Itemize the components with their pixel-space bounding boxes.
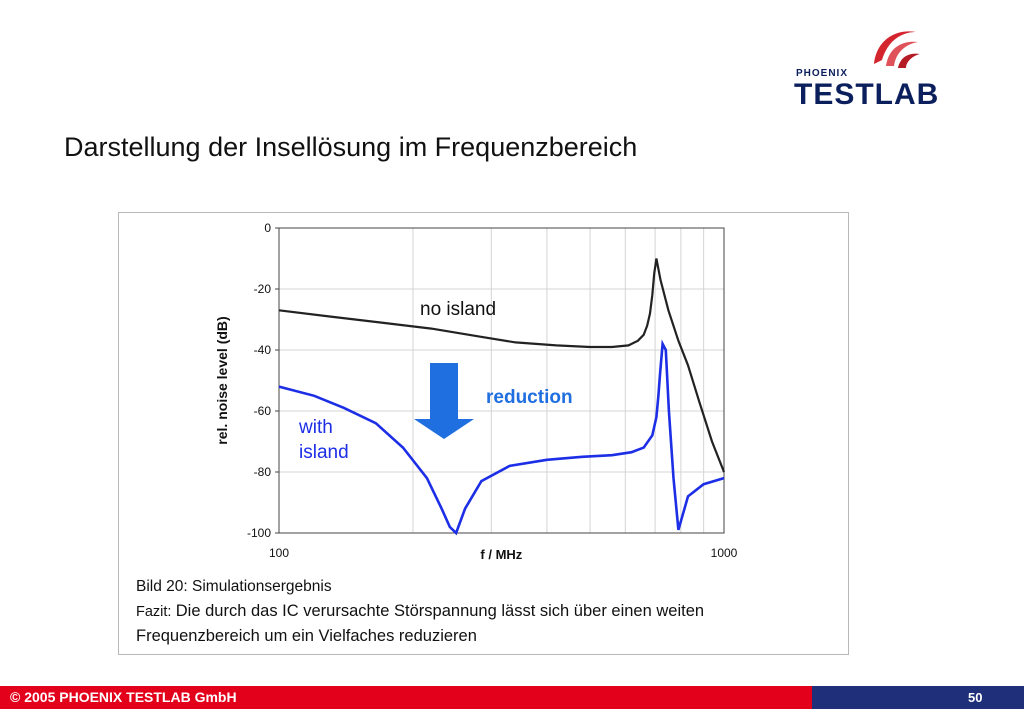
slide-title: Darstellung der Insellösung im Frequenzb… xyxy=(64,132,638,162)
chart-grid xyxy=(279,227,724,534)
testlab-logo: PHOENIX TESTLAB xyxy=(792,24,988,111)
y-tick-label: -80 xyxy=(254,465,272,479)
caption-fazit-label: Fazit: xyxy=(136,604,172,620)
caption-line-3: Frequenzbereich um ein Vielfaches reduzi… xyxy=(136,627,477,645)
caption-line-2: Fazit: Die durch das IC verursachte Stör… xyxy=(136,599,836,624)
y-tick-label: 0 xyxy=(264,221,271,235)
y-tick-label: -40 xyxy=(254,343,272,357)
plot-frame xyxy=(278,227,725,534)
logo-small-text: PHOENIX xyxy=(796,68,849,79)
y-tick-label: -60 xyxy=(254,404,272,418)
logo-main-text: TESTLAB xyxy=(794,78,940,111)
x-tick-label: 100 xyxy=(269,546,289,560)
y-axis-label: rel. noise level (dB) xyxy=(214,316,230,444)
figure-caption: Bild 20: Simulationsergebnis Fazit: Die … xyxy=(136,575,836,648)
annotation-reduction: reduction xyxy=(486,387,573,408)
noise-level-chart: 0 -20 -40 -60 -80 -100 100 1000 rel. noise lev… xyxy=(214,221,738,562)
annotation-no-island: no island xyxy=(420,299,496,320)
y-tick-label: -20 xyxy=(254,282,272,296)
x-tick-label: 1000 xyxy=(711,546,738,560)
phoenix-wing-logo-icon xyxy=(874,31,920,68)
series-line-with-island xyxy=(278,339,725,536)
footer-copyright: © 2005 PHOENIX TESTLAB GmbH xyxy=(10,689,237,705)
x-axis-ticks: 100 1000 xyxy=(269,546,738,560)
annotation-with-island-line2: island xyxy=(299,442,349,463)
series-line-no-island xyxy=(278,258,726,473)
y-axis-ticks: 0 -20 -40 -60 -80 -100 xyxy=(247,221,279,540)
annotation-with-island-line1: with xyxy=(298,417,333,438)
footer-bar xyxy=(0,686,1024,709)
footer-accent xyxy=(812,686,1024,709)
figure-frame: 0 -20 -40 -60 -80 -100 100 1000 rel. noise lev… xyxy=(118,212,849,655)
x-axis-label: f / MHz xyxy=(480,547,522,562)
page-number: 50 xyxy=(968,690,983,705)
reduction-arrow-icon xyxy=(414,363,474,439)
caption-line-1: Bild 20: Simulationsergebnis xyxy=(136,578,332,595)
caption-fazit-text: Die durch das IC verursachte Störspannun… xyxy=(175,602,705,620)
y-tick-label: -100 xyxy=(247,526,271,540)
